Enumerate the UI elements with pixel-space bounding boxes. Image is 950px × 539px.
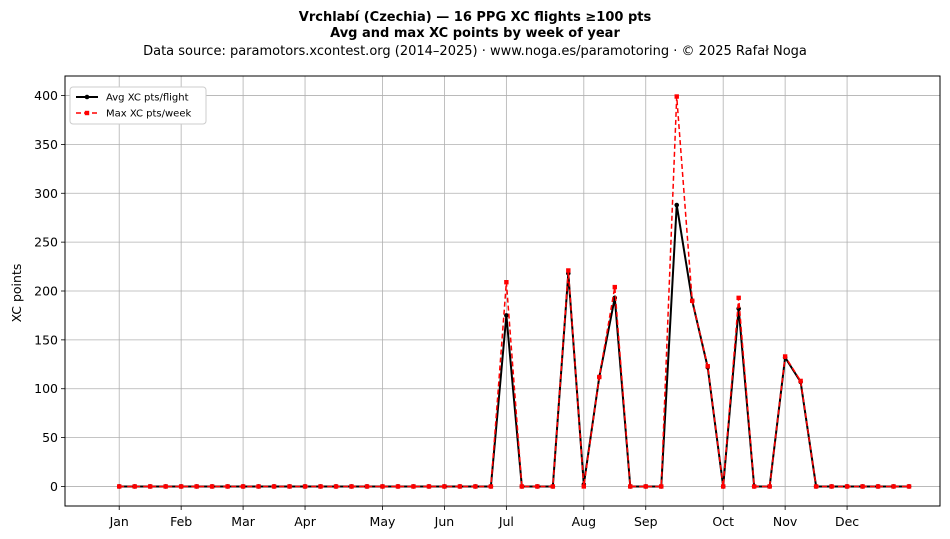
legend-marker-avg	[84, 94, 90, 100]
max-point	[844, 484, 850, 489]
x-tick-label: Feb	[170, 514, 192, 529]
max-point	[767, 484, 772, 489]
max-point	[395, 484, 401, 489]
max-point	[875, 484, 881, 489]
max-point	[674, 94, 679, 99]
max-point	[736, 295, 741, 301]
y-tick-label: 50	[42, 430, 58, 445]
max-point	[782, 354, 788, 359]
y-axis-ticks: 0 50 100 150 200 250 300 350 400	[34, 88, 65, 494]
max-point	[302, 484, 308, 489]
y-tick-label: 300	[34, 186, 58, 201]
max-point	[426, 484, 432, 489]
max-point	[457, 484, 463, 489]
x-tick-label: Apr	[294, 514, 316, 529]
legend-marker-max	[84, 110, 90, 116]
x-tick-label: Mar	[231, 514, 255, 529]
legend-box	[69, 86, 207, 125]
x-tick-label: Sep	[634, 514, 658, 529]
x-tick-label: Jun	[434, 514, 455, 529]
max-point	[690, 298, 695, 303]
max-point	[550, 484, 556, 489]
max-point	[751, 484, 757, 489]
grid	[65, 76, 940, 506]
max-point	[349, 484, 354, 489]
max-point	[318, 484, 323, 489]
y-tick-label: 150	[34, 332, 58, 347]
max-point	[829, 484, 834, 489]
max-point	[581, 484, 587, 489]
y-tick-label: 0	[50, 479, 58, 494]
max-point	[287, 484, 292, 489]
plot-frame	[64, 75, 941, 507]
max-point	[705, 364, 710, 369]
max-point	[163, 484, 168, 489]
y-tick-label: 400	[34, 88, 58, 103]
x-tick-label: Oct	[712, 514, 734, 529]
max-point	[442, 484, 447, 489]
y-axis-label: XC points	[9, 264, 24, 323]
x-tick-label: Jan	[109, 514, 129, 529]
max-point	[411, 484, 416, 489]
max-point	[504, 280, 509, 285]
max-point	[860, 484, 865, 489]
series-line-avg	[119, 204, 910, 488]
series-group	[116, 94, 912, 489]
avg-point	[504, 313, 509, 318]
chart-title-line1: Vrchlabí (Czechia) — 16 PPG XC flights ≥…	[299, 10, 652, 25]
x-tick-label: Dec	[835, 514, 859, 529]
y-tick-label: 250	[34, 235, 58, 250]
max-point	[473, 484, 478, 489]
x-axis-ticks: Jan Feb Mar Apr May Jun Jul Aug Sep Oct Nov Dec	[109, 506, 859, 529]
max-point	[240, 484, 246, 489]
series-line-max	[119, 95, 910, 488]
y-tick-label: 100	[34, 381, 58, 396]
legend-label-max: Max XC pts/week	[106, 109, 191, 120]
x-tick-label: May	[370, 514, 396, 529]
x-tick-label: Nov	[773, 514, 798, 529]
legend-label-avg: Avg XC pts/flight	[106, 93, 189, 104]
avg-point	[674, 202, 680, 208]
max-point	[519, 484, 525, 489]
y-tick-label: 350	[34, 137, 58, 152]
max-point	[117, 484, 122, 489]
legend: Avg XC pts/flight Max XC pts/week	[69, 86, 207, 125]
max-point	[333, 484, 339, 489]
y-tick-label: 200	[34, 284, 58, 299]
max-point	[271, 484, 277, 489]
max-point	[380, 484, 385, 489]
chart-title-line2: Avg and max XC points by week of year	[330, 26, 620, 41]
max-point	[720, 484, 726, 489]
max-point	[488, 484, 494, 489]
max-point	[643, 484, 648, 489]
chart-source-line: Data source: paramotors.xcontest.org (20…	[143, 44, 807, 59]
max-point	[225, 484, 230, 489]
max-point	[659, 484, 664, 489]
max-point	[566, 268, 571, 273]
max-point	[813, 484, 819, 489]
max-point	[612, 284, 617, 290]
max-point	[132, 484, 137, 489]
max-point	[906, 484, 912, 489]
max-point	[147, 484, 153, 489]
max-point	[256, 484, 261, 489]
max-point	[798, 378, 803, 384]
max-point	[178, 484, 184, 489]
x-tick-label: Jul	[498, 514, 514, 529]
max-point	[364, 484, 370, 489]
max-point	[535, 484, 540, 489]
x-tick-label: Aug	[572, 514, 596, 529]
max-point	[194, 484, 199, 489]
max-point	[628, 484, 633, 489]
max-point	[209, 484, 215, 489]
max-point	[891, 484, 896, 489]
max-point	[597, 374, 602, 380]
